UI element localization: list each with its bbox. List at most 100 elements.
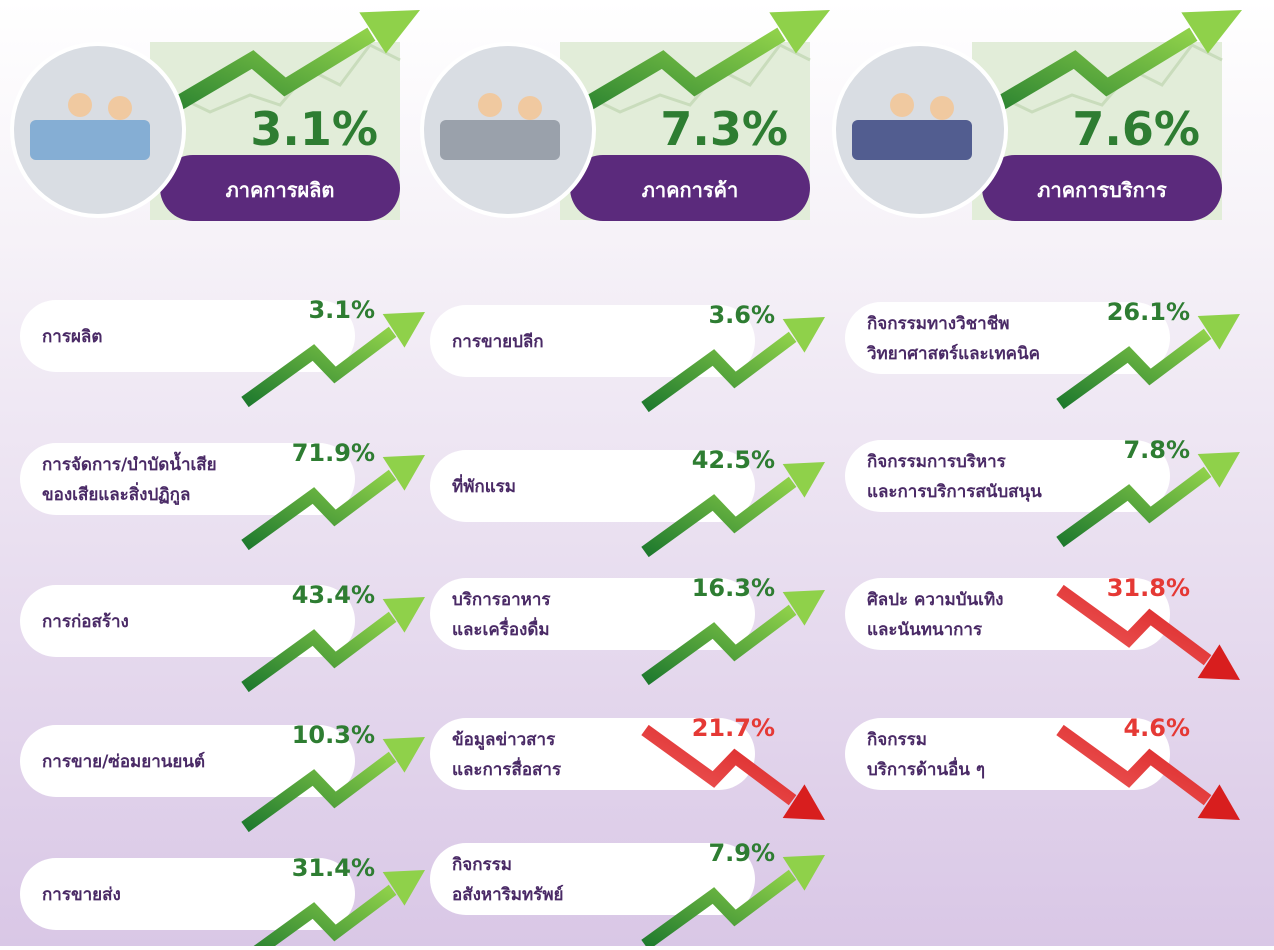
arrow-head xyxy=(782,462,825,498)
illustration-person xyxy=(930,96,954,120)
item-label: ศิลปะ ความบันเทิง xyxy=(867,590,1003,610)
backdrop-line xyxy=(971,43,1223,114)
item-label: บริการด้านอื่น ๆ xyxy=(867,757,985,780)
arrow-body xyxy=(1056,466,1212,548)
arrow-down xyxy=(1056,584,1240,680)
illustration-person xyxy=(518,96,542,120)
arrow-up xyxy=(641,462,825,558)
arrow-body xyxy=(556,27,786,127)
item-label: การขายส่ง xyxy=(42,885,121,905)
arrow-body xyxy=(641,604,797,686)
item-pill xyxy=(20,725,355,797)
item-label: วิทยาศาสตร์และเทคนิค xyxy=(867,343,1040,364)
item-label: และเครื่องดื่ม xyxy=(452,617,550,640)
illustration-person xyxy=(890,93,914,117)
item-value: 7.8% xyxy=(1123,436,1190,464)
sector-value: 7.6% xyxy=(1072,102,1200,156)
item-pill xyxy=(430,578,755,650)
arrow-head xyxy=(382,312,425,348)
illustration-person xyxy=(108,96,132,120)
arrow-head xyxy=(1197,784,1240,820)
item-label: และการสื่อสาร xyxy=(452,757,562,780)
item-value: 31.4% xyxy=(292,854,375,882)
arrow-down xyxy=(641,724,825,820)
item-label: การขายปลีก xyxy=(452,331,544,352)
item-pill xyxy=(20,300,355,372)
sector-pill xyxy=(570,155,810,221)
illustration-person xyxy=(68,93,92,117)
item-value: 21.7% xyxy=(692,714,775,742)
sector-label: ภาคการบริการ xyxy=(1037,178,1167,202)
arrow-up xyxy=(146,10,420,127)
arrow-body xyxy=(146,27,376,127)
item-label: การก่อสร้าง xyxy=(42,612,129,632)
arrow-up xyxy=(241,455,425,551)
illustration-detail xyxy=(30,120,150,160)
arrow-body xyxy=(641,869,797,950)
item-value: 3.6% xyxy=(708,301,775,329)
item-pill xyxy=(845,440,1170,512)
item-pill xyxy=(20,443,355,515)
arrow-up xyxy=(968,10,1242,127)
arrow-body xyxy=(241,751,397,833)
item-value: 43.4% xyxy=(292,581,375,609)
illustration-person xyxy=(478,93,502,117)
item-label: บริการอาหาร xyxy=(452,590,551,610)
item-value: 7.9% xyxy=(708,839,775,867)
arrow-head xyxy=(782,784,825,820)
arrow-head xyxy=(782,317,825,353)
arrow-up xyxy=(1056,314,1240,410)
item-value: 4.6% xyxy=(1123,714,1190,742)
sector-label: ภาคการผลิต xyxy=(226,178,335,202)
illustration-detail xyxy=(852,120,972,160)
item-pill xyxy=(430,450,755,522)
item-pill xyxy=(20,585,355,657)
item-pill xyxy=(430,718,755,790)
item-value: 31.8% xyxy=(1107,574,1190,602)
item-pill xyxy=(20,858,355,930)
item-label: ของเสียและสิ่งปฏิกูล xyxy=(42,482,190,506)
item-label: กิจกรรม xyxy=(867,730,927,750)
item-pill xyxy=(845,718,1170,790)
arrow-head xyxy=(769,10,830,54)
backdrop-line xyxy=(559,43,811,114)
item-label: กิจกรรมทางวิชาชีพ xyxy=(867,313,1009,334)
illustration-detail xyxy=(440,120,560,160)
sector-pill xyxy=(160,155,400,221)
sector-value: 7.3% xyxy=(660,102,788,156)
item-label: ที่พักแรม xyxy=(452,474,516,497)
item-value: 16.3% xyxy=(692,574,775,602)
item-value: 3.1% xyxy=(308,296,375,324)
arrow-up xyxy=(641,590,825,686)
arrow-head xyxy=(382,455,425,491)
arrow-up xyxy=(241,597,425,693)
arrow-head xyxy=(782,590,825,626)
arrow-body xyxy=(241,469,397,551)
arrow-up xyxy=(248,870,425,950)
item-pill xyxy=(845,302,1170,374)
arrow-body xyxy=(241,326,397,408)
arrow-head xyxy=(359,10,420,54)
arrow-head xyxy=(782,855,825,891)
arrow-up xyxy=(241,737,425,833)
arrow-head xyxy=(382,870,425,906)
item-value: 42.5% xyxy=(692,446,775,474)
item-label: และการบริการสนับสนุน xyxy=(867,482,1042,502)
sector-value: 3.1% xyxy=(250,102,378,156)
arrow-body xyxy=(1056,584,1212,666)
arrow-body xyxy=(641,331,797,413)
arrow-up xyxy=(641,317,825,413)
arrow-body xyxy=(1056,328,1212,410)
arrow-body xyxy=(641,476,797,558)
item-label: การจัดการ/บำบัดน้ำเสีย xyxy=(42,451,217,475)
item-label: การขาย/ซ่อมยานยนต์ xyxy=(42,751,205,772)
item-label: อสังหาริมทรัพย์ xyxy=(452,884,563,905)
arrow-head xyxy=(1197,452,1240,488)
item-value: 71.9% xyxy=(292,439,375,467)
sector-pill xyxy=(982,155,1222,221)
arrow-up xyxy=(641,855,825,950)
item-value: 10.3% xyxy=(292,721,375,749)
arrow-body xyxy=(1056,724,1212,806)
arrow-head xyxy=(382,597,425,633)
